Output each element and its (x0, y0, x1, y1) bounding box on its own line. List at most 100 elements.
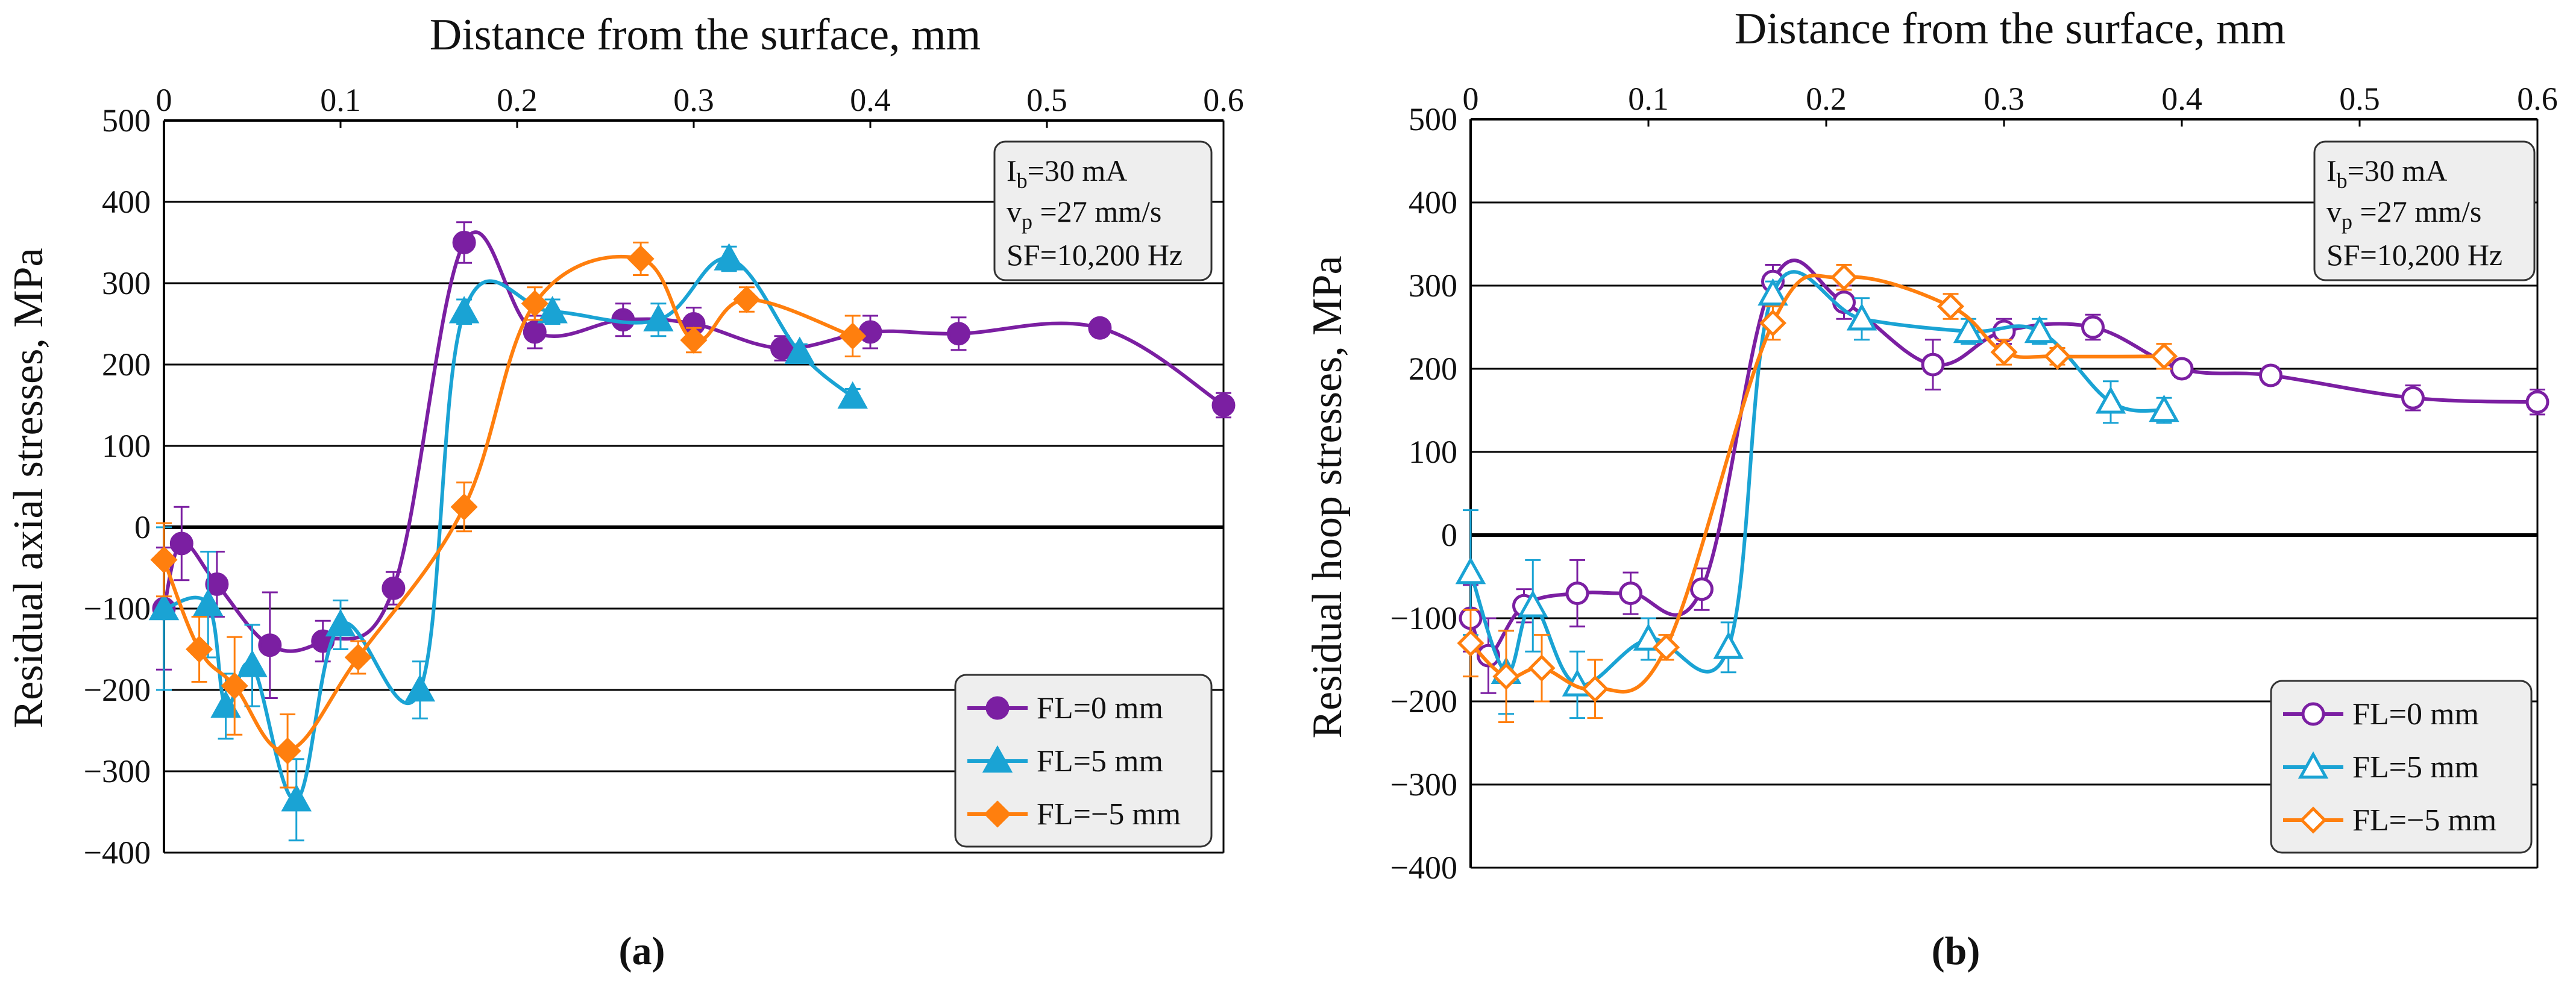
legend-label: FL=5 mm (2352, 750, 2479, 785)
data-point (258, 633, 282, 657)
x-tick-label: 0.6 (1203, 82, 1244, 118)
y-tick-label: 400 (102, 184, 151, 220)
y-tick-label: −400 (1390, 850, 1457, 886)
x-tick-label: 0 (156, 82, 172, 118)
data-point (237, 650, 268, 677)
data-point (1633, 623, 1664, 651)
data-point (521, 290, 548, 318)
data-point (770, 336, 794, 360)
series-diamond (1457, 263, 2178, 723)
data-point (837, 381, 868, 409)
data-point (1518, 590, 1548, 618)
data-point (537, 296, 568, 324)
data-point (2095, 386, 2126, 414)
x-tick-label: 0.2 (497, 82, 538, 118)
data-point (448, 296, 480, 324)
data-point (205, 572, 229, 596)
data-point (1211, 393, 1236, 417)
legend-label: FL=−5 mm (2352, 803, 2496, 838)
data-point (858, 320, 882, 344)
data-point (784, 336, 815, 365)
data-point (1581, 675, 1609, 703)
panel-b-ylabel: Residual hoop stresses, MPa (1304, 255, 1351, 738)
y-tick-label: 100 (1409, 434, 1457, 470)
data-point (1830, 263, 1858, 291)
x-tick-label: 0.4 (850, 82, 891, 118)
panel-a-x-tick-labels: 0 0.1 0.2 0.3 0.4 0.5 0.6 (156, 82, 1244, 128)
y-tick-label: 300 (1409, 268, 1457, 304)
panel-b-label: (b) (1932, 929, 1981, 973)
y-tick-label: −200 (1390, 683, 1457, 719)
panel-a-y-tick-labels: 500 400 300 200 100 0 −100 −200 −300 −400 (84, 102, 151, 871)
panel-a-annotation-sf: SF=10,200 Hz (1007, 238, 1183, 272)
panel-a-series (148, 221, 1236, 842)
data-point (627, 245, 655, 273)
data-point (274, 737, 301, 765)
panel-a-label: (a) (619, 929, 665, 973)
panel-b-xlabel: Distance from the surface, mm (1735, 4, 2285, 54)
x-tick-label: 0.4 (2161, 81, 2202, 117)
data-point (1937, 292, 1965, 321)
data-point (1619, 581, 1642, 606)
legend-item: FL=−5 mm (967, 797, 1181, 832)
legend-frame (2270, 680, 2533, 854)
series-line (162, 230, 1225, 653)
x-tick-label: 0 (1463, 81, 1479, 117)
data-point (1953, 315, 1984, 343)
legend-label: FL=5 mm (1037, 744, 1163, 779)
panel-b-annotation-vp: vp =27 mm/s (2326, 195, 2481, 234)
x-tick-label: 0.3 (1984, 81, 2025, 117)
x-tick-label: 0.1 (320, 82, 361, 118)
data-point (2525, 390, 2549, 414)
data-point (344, 644, 372, 671)
y-tick-label: 400 (1409, 184, 1457, 221)
x-tick-label: 0.5 (2339, 81, 2380, 117)
panel-a-ylabel: Residual axial stresses, MPa (5, 248, 52, 728)
y-tick-label: 0 (134, 509, 151, 545)
data-point (1652, 633, 1680, 661)
series-line (163, 256, 854, 802)
legend-marker (2299, 806, 2327, 834)
legend-label: FL=0 mm (2352, 697, 2479, 732)
data-point (2024, 315, 2055, 343)
y-tick-label: −300 (1390, 766, 1457, 803)
series-triangle (1455, 270, 2179, 719)
panel-a-annotation-ib: Ib=30 mA (1007, 154, 1127, 193)
panel-b-annotation-ib: Ib=30 mA (2326, 154, 2447, 193)
data-point (2043, 342, 2072, 370)
x-tick-label: 0.3 (673, 82, 714, 118)
legend-item: FL=0 mm (2283, 697, 2479, 732)
data-point (1528, 654, 1556, 682)
y-tick-label: −300 (84, 753, 151, 789)
legend-item: FL=5 mm (967, 744, 1163, 779)
data-point (1088, 316, 1112, 340)
data-point (186, 635, 213, 663)
panel-b-legend: FL=0 mm FL=5 mm FL=−5 mm (2270, 680, 2533, 854)
data-point (1492, 663, 1520, 691)
data-point (643, 304, 674, 332)
data-point (1565, 581, 1589, 606)
data-point (281, 784, 312, 812)
legend-item: FL=0 mm (967, 691, 1163, 725)
data-point (2149, 394, 2179, 422)
legend-marker (984, 800, 1011, 828)
panel-a-annotation-box: Ib=30 mA vp =27 mm/s SF=10,200 Hz (993, 140, 1213, 281)
data-point (839, 322, 867, 350)
data-point (523, 320, 547, 344)
data-point (733, 286, 761, 313)
data-point (452, 231, 476, 254)
y-tick-label: −400 (84, 835, 151, 871)
panel-a-annotation-frame (993, 140, 1213, 281)
data-point (193, 589, 224, 616)
panel-a-annotation-vp: vp =27 mm/s (1007, 195, 1161, 234)
data-point (680, 326, 708, 354)
data-point (2259, 363, 2282, 387)
data-point (2401, 386, 2425, 410)
y-tick-label: 300 (102, 265, 151, 301)
y-tick-label: −200 (84, 672, 151, 708)
legend-marker (2298, 751, 2329, 779)
y-tick-label: −100 (1390, 600, 1457, 636)
legend-frame (954, 674, 1213, 848)
data-point (1455, 556, 1486, 584)
panel-b-annotation-frame (2313, 140, 2536, 281)
